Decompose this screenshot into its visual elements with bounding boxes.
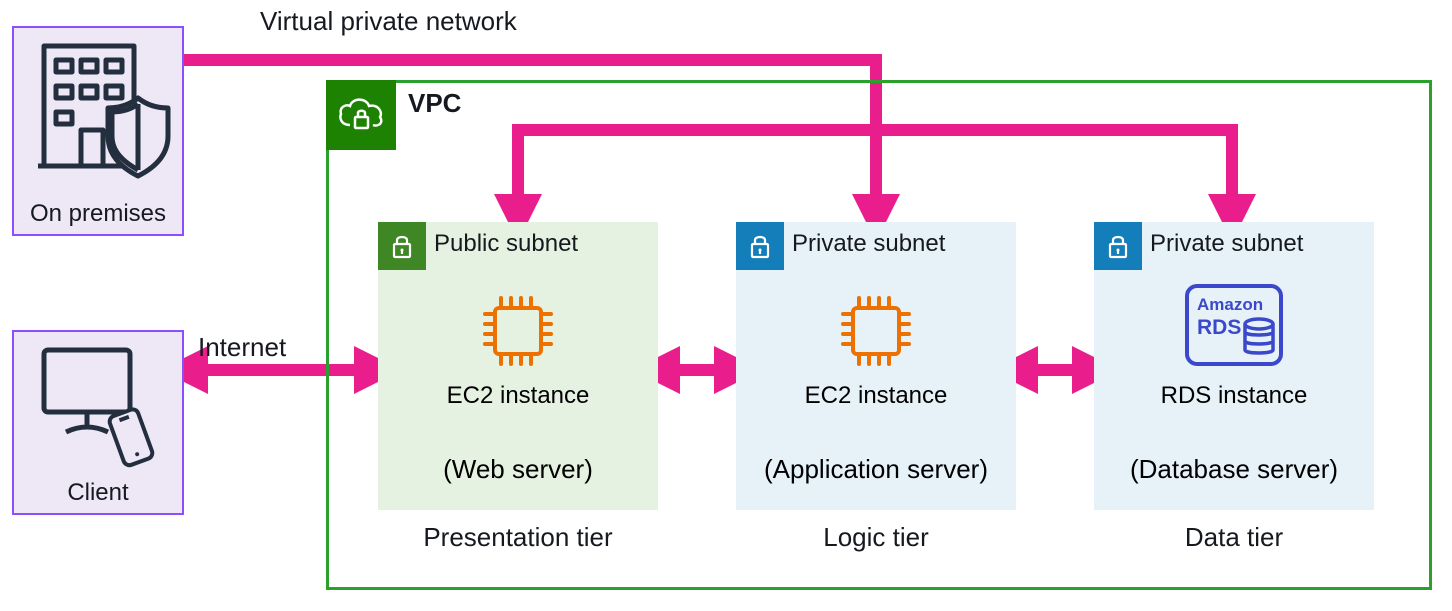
private-subnet-logic-title: Private subnet bbox=[792, 230, 945, 258]
lock-icon bbox=[746, 232, 774, 260]
client-label: Client bbox=[14, 479, 182, 507]
public-subnet-badge bbox=[378, 222, 426, 270]
private-subnet-logic-badge bbox=[736, 222, 784, 270]
private-subnet-logic-instance-label: EC2 instance bbox=[736, 382, 1016, 410]
private-subnet-logic-box: Private subnet EC2 instance (Application… bbox=[736, 222, 1016, 510]
public-subnet-instance-label: EC2 instance bbox=[378, 382, 658, 410]
private-subnet-data-title: Private subnet bbox=[1150, 230, 1303, 258]
data-tier-label: Data tier bbox=[1094, 522, 1374, 553]
on-premises-box: On premises bbox=[12, 26, 184, 236]
public-subnet-role-label: (Web server) bbox=[378, 454, 658, 485]
private-subnet-data-badge bbox=[1094, 222, 1142, 270]
private-subnet-data-instance-label: RDS instance bbox=[1094, 382, 1374, 410]
ec2-icon-presentation bbox=[378, 286, 658, 381]
on-premises-icon bbox=[14, 28, 186, 188]
rds-text-rds: RDS bbox=[1197, 316, 1241, 339]
ec2-icon-logic bbox=[736, 286, 1016, 381]
public-subnet-title: Public subnet bbox=[434, 230, 578, 258]
vpn-label: Virtual private network bbox=[260, 6, 517, 37]
client-box: Client bbox=[12, 330, 184, 515]
vpc-cloud-lock-icon bbox=[336, 95, 386, 135]
private-subnet-data-box: Private subnet Amazon RDS RDS instance (… bbox=[1094, 222, 1374, 510]
public-subnet-box: Public subnet EC2 instance (Web server) bbox=[378, 222, 658, 510]
logic-tier-label: Logic tier bbox=[736, 522, 1016, 553]
client-icon bbox=[14, 332, 186, 472]
private-subnet-logic-role-label: (Application server) bbox=[736, 454, 1016, 485]
vpc-badge bbox=[326, 80, 396, 150]
diagram-canvas: Virtual private network Internet bbox=[0, 0, 1452, 611]
rds-text-amazon: Amazon bbox=[1197, 295, 1263, 314]
rds-icon: Amazon RDS bbox=[1094, 280, 1374, 381]
private-subnet-data-role-label: (Database server) bbox=[1094, 454, 1374, 485]
on-premises-label: On premises bbox=[14, 200, 182, 228]
lock-icon bbox=[388, 232, 416, 260]
presentation-tier-label: Presentation tier bbox=[378, 522, 658, 553]
internet-label: Internet bbox=[198, 332, 286, 363]
lock-icon bbox=[1104, 232, 1132, 260]
vpc-title: VPC bbox=[408, 88, 461, 119]
